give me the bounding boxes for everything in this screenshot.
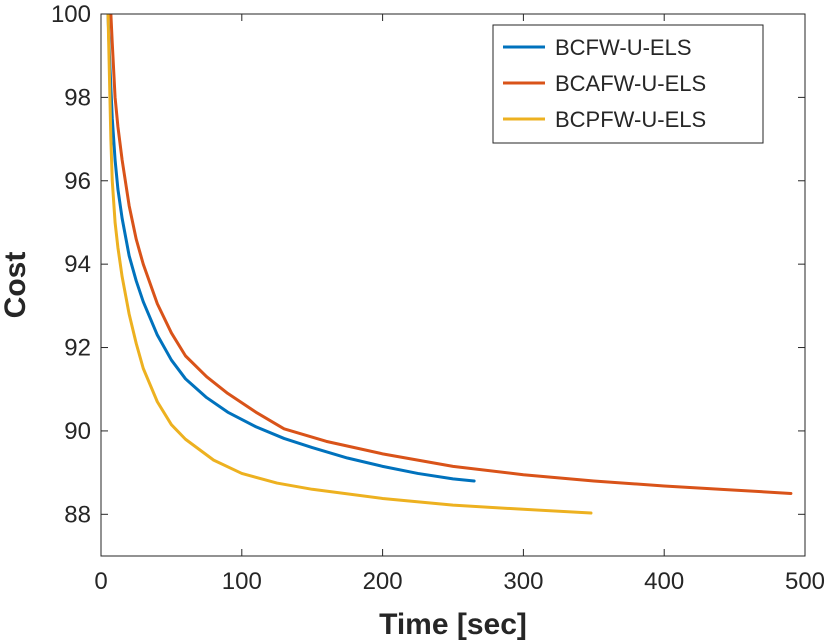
y-tick-label: 100 bbox=[51, 1, 91, 28]
y-tick-label: 98 bbox=[64, 84, 91, 111]
y-tick-label: 90 bbox=[64, 418, 91, 445]
ticks-layer: 0 100 200 300 400 500 88 90 92 94 96 98 100 bbox=[51, 1, 825, 595]
y-tick-label: 96 bbox=[64, 168, 91, 195]
x-tick-label: 200 bbox=[363, 568, 403, 595]
series-line-2 bbox=[106, 14, 593, 515]
series-line-1 bbox=[109, 14, 793, 495]
x-tick-label: 300 bbox=[503, 568, 543, 595]
x-axis-title: Time [sec] bbox=[379, 608, 527, 641]
y-tick-label: 88 bbox=[64, 501, 91, 528]
x-tick-label: 500 bbox=[785, 568, 825, 595]
legend-label-2: BCPFW-U-ELS bbox=[555, 107, 706, 132]
y-axis-title: Cost bbox=[0, 252, 32, 319]
legend-label-0: BCFW-U-ELS bbox=[555, 35, 692, 60]
x-tick-label: 400 bbox=[644, 568, 684, 595]
series-line-0 bbox=[106, 14, 476, 483]
series-layer bbox=[106, 14, 793, 515]
x-tick-label: 0 bbox=[94, 568, 107, 595]
legend: BCFW-U-ELS BCAFW-U-ELS BCPFW-U-ELS bbox=[492, 24, 764, 144]
legend-label-1: BCAFW-U-ELS bbox=[555, 71, 706, 96]
plot-area-frame bbox=[100, 13, 806, 557]
y-tick-label: 92 bbox=[64, 335, 91, 362]
y-tick-label: 94 bbox=[64, 251, 91, 278]
x-tick-label: 100 bbox=[222, 568, 262, 595]
